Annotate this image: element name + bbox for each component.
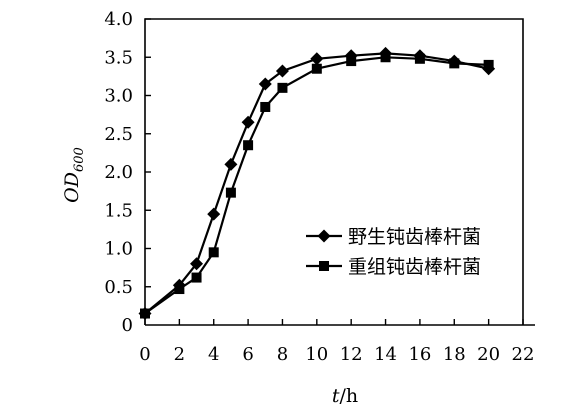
y-tick-label: 2.0: [104, 162, 133, 183]
y-tick-label: 0: [122, 315, 133, 336]
data-point-diamond: [310, 52, 324, 66]
y-axis: 0 0.5 1.0 1.5 2.0 2.5 3.0 3.5 4.0: [104, 9, 151, 336]
data-point-diamond: [224, 157, 238, 171]
data-point-square: [174, 284, 185, 295]
series-layer: [138, 46, 496, 321]
x-axis-label: t/h: [332, 385, 358, 407]
y-tick-label: 4.0: [104, 9, 133, 30]
legend-item: 重组钝齿棒杆菌: [306, 256, 481, 278]
data-point-square: [277, 82, 288, 93]
legend-label: 野生钝齿棒杆菌: [348, 226, 481, 248]
x-axis-label-unit: /h: [340, 385, 359, 407]
data-point-square: [140, 308, 150, 319]
data-point-diamond: [275, 64, 289, 78]
data-point-square: [414, 53, 425, 64]
x-tick-label: 20: [477, 344, 500, 365]
y-axis-label-subscript: 600: [72, 147, 87, 172]
data-point-square: [191, 272, 202, 283]
x-tick-label: 0: [139, 344, 150, 365]
data-point-square: [346, 56, 357, 67]
x-axis-label-variable: t: [332, 385, 340, 407]
x-axis: 0 2 4 6 8 10 12 14 16 18 20 22: [139, 319, 535, 365]
series-square: [140, 52, 494, 319]
y-tick-label: 1.5: [104, 200, 133, 221]
x-tick-label: 2: [174, 344, 185, 365]
data-point-square: [449, 58, 460, 69]
x-tick-label: 16: [408, 344, 431, 365]
data-point-square: [311, 63, 322, 74]
y-tick-label: 1.0: [104, 239, 133, 260]
data-point-square: [225, 187, 236, 198]
legend-marker-diamond: [317, 229, 331, 243]
data-point-square: [483, 59, 494, 70]
x-tick-label: 12: [340, 344, 363, 365]
x-tick-label: 14: [374, 344, 397, 365]
data-point-diamond: [258, 77, 272, 91]
x-tick-label: 4: [208, 344, 219, 365]
legend-marker-square: [319, 261, 329, 271]
legend-item: 野生钝齿棒杆菌: [306, 226, 481, 248]
data-point-diamond: [241, 115, 255, 129]
data-point-square: [208, 247, 219, 258]
data-point-diamond: [190, 257, 204, 271]
data-point-square: [243, 140, 254, 151]
x-tick-label: 18: [443, 344, 466, 365]
y-tick-label: 2.5: [104, 124, 133, 145]
y-tick-label: 3.0: [104, 86, 133, 107]
y-tick-label: 3.5: [104, 47, 133, 68]
x-tick-label: 6: [242, 344, 253, 365]
x-tick-label: 10: [305, 344, 328, 365]
y-axis-label: OD600: [61, 147, 87, 203]
x-tick-label: 22: [512, 344, 535, 365]
x-tick-label: 8: [277, 344, 288, 365]
y-tick-label: 0.5: [104, 277, 133, 298]
data-point-diamond: [207, 207, 221, 221]
data-point-square: [260, 101, 271, 112]
y-axis-label-main: OD: [61, 172, 83, 203]
legend-label: 重组钝齿棒杆菌: [348, 256, 481, 278]
data-point-square: [380, 52, 391, 63]
